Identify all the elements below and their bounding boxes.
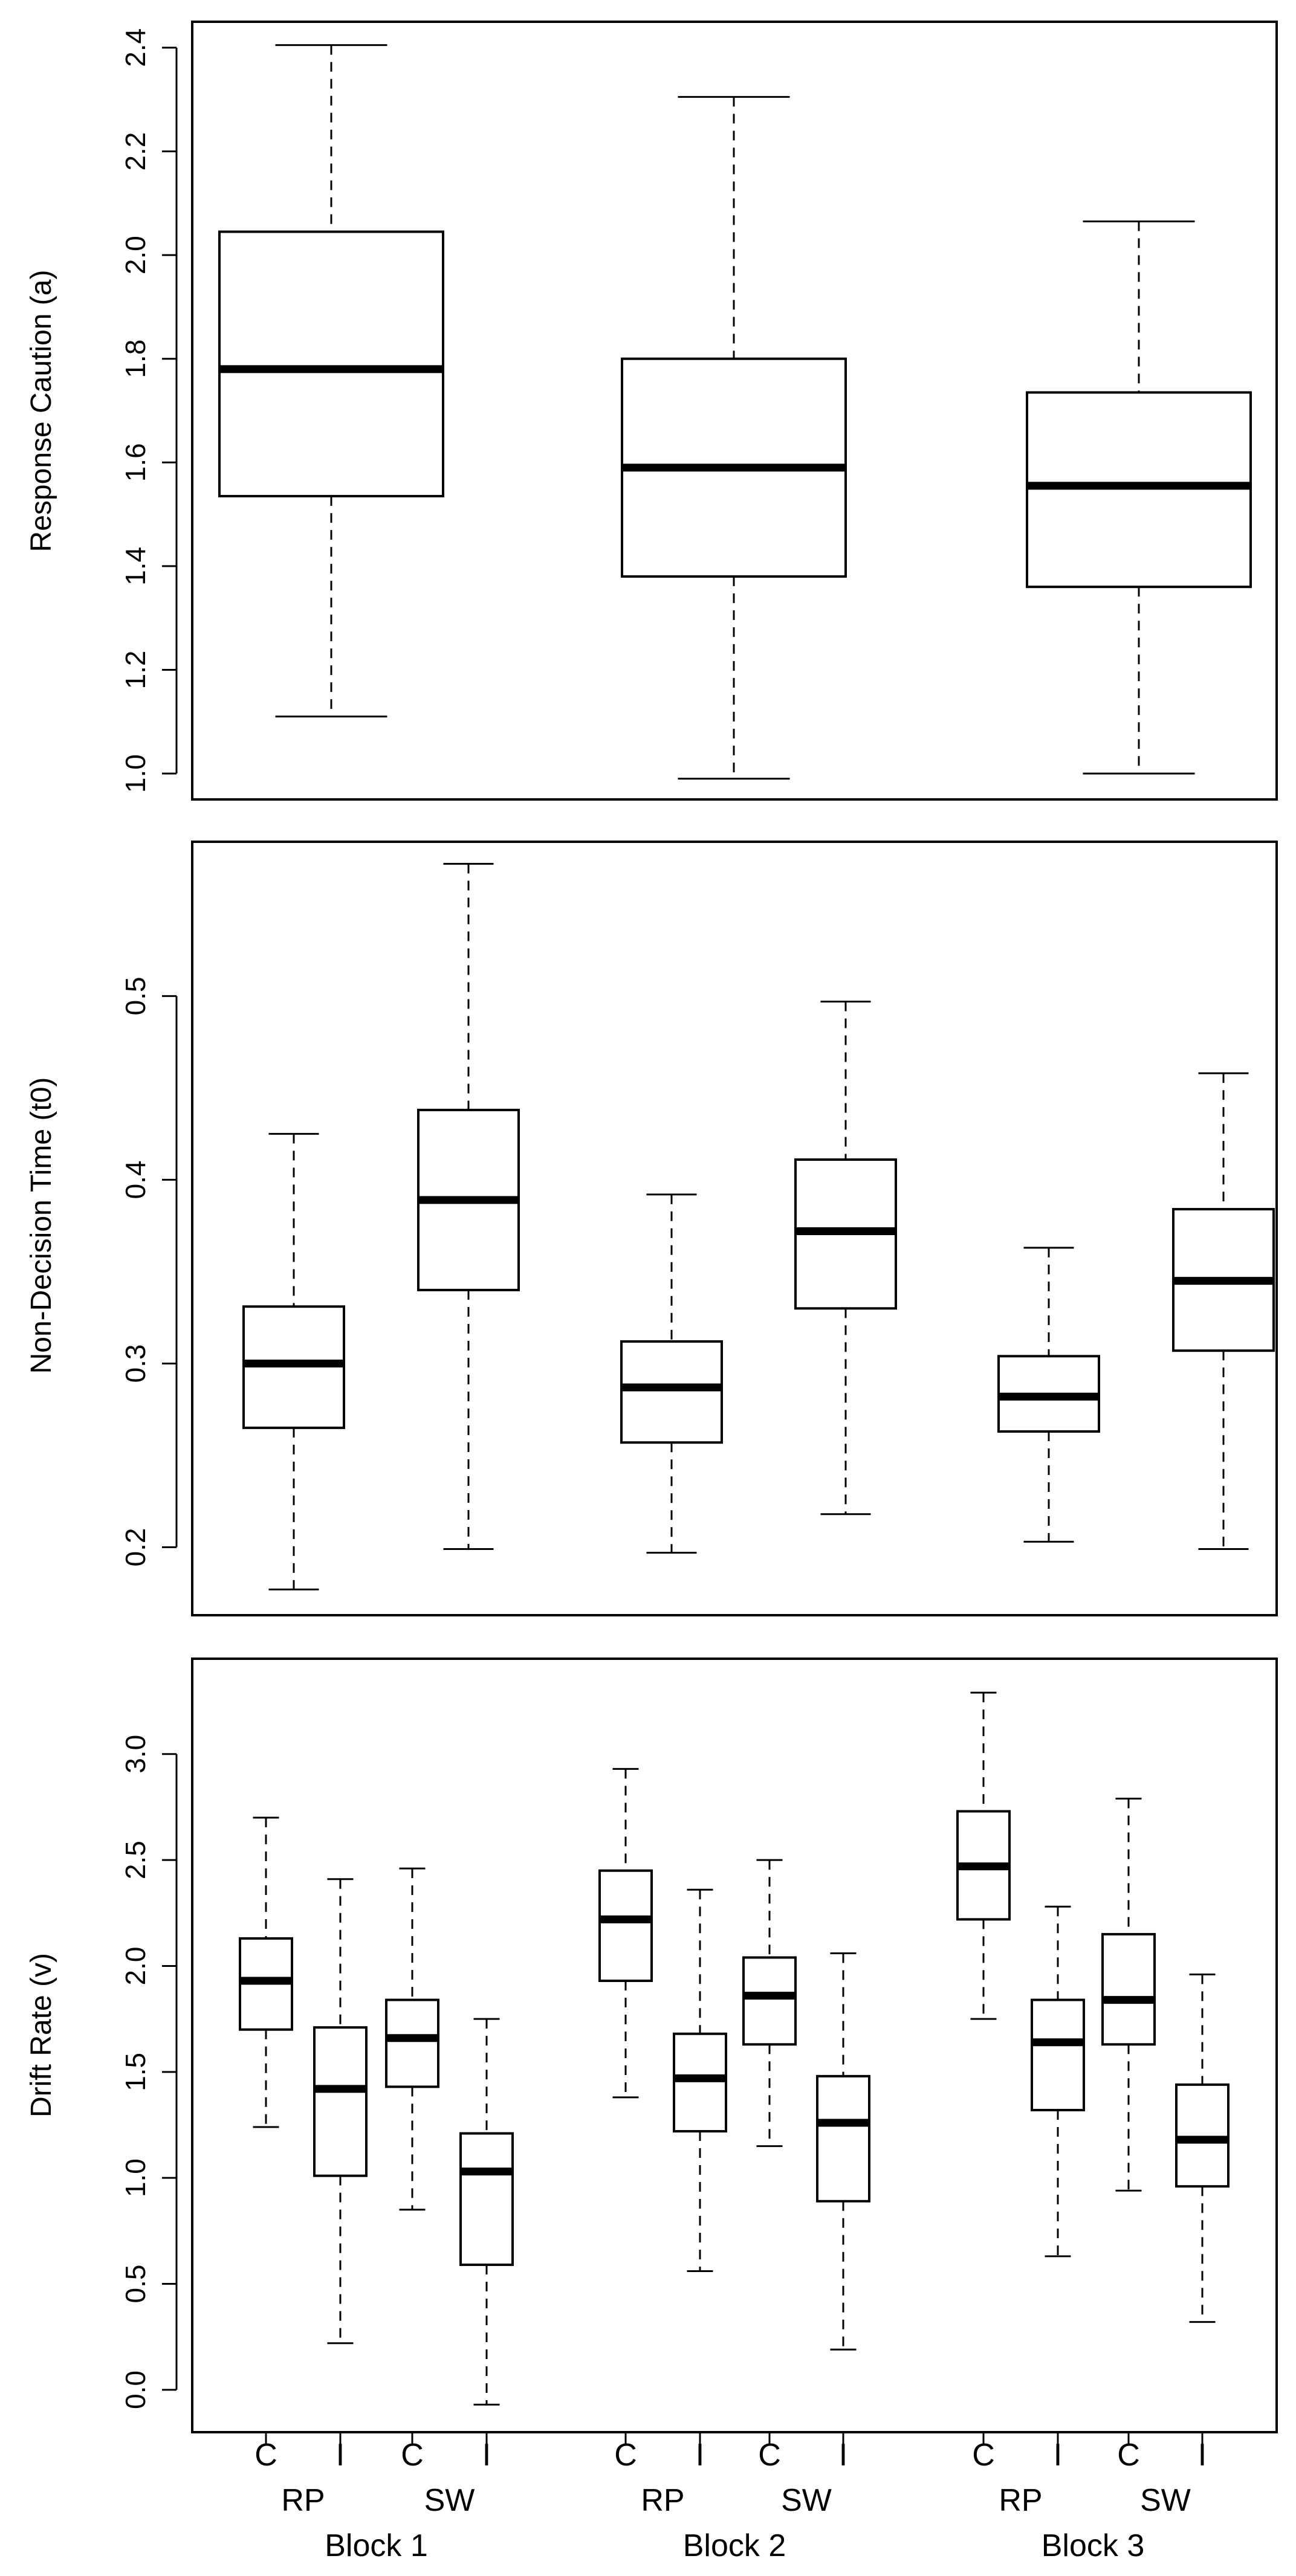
iqr-box — [1101, 1932, 1156, 2046]
x-item-label: I — [1198, 2438, 1207, 2473]
x-item-label: I — [839, 2438, 847, 2473]
iqr-box — [598, 1869, 653, 1983]
x-item-label: I — [482, 2438, 491, 2473]
marks-layer — [162, 21, 1278, 2445]
iqr-box — [313, 2026, 368, 2177]
y-tick-label: 0.0 — [120, 2371, 151, 2409]
x-block-label: Block 1 — [325, 2528, 428, 2563]
y-tick-label: 1.2 — [120, 651, 151, 689]
x-item-label: C — [1117, 2438, 1140, 2473]
x-item-label: I — [1054, 2438, 1062, 2473]
y-tick-label: 1.4 — [120, 547, 151, 586]
y-tick-label: 0.5 — [120, 976, 151, 1015]
y-tick-label: 2.4 — [120, 28, 151, 67]
y-tick-label: 0.3 — [120, 1344, 151, 1383]
x-condition-label: SW — [424, 2483, 475, 2518]
y-tick-label: 2.5 — [120, 1841, 151, 1879]
text-layer: Response Caution (a) Non-Decision Time (… — [25, 28, 1207, 2563]
x-condition-label: RP — [999, 2483, 1042, 2518]
iqr-box — [742, 1956, 797, 2046]
x-item-label: C — [972, 2438, 995, 2473]
y-tick-label: 2.0 — [120, 1947, 151, 1986]
iqr-box — [673, 2032, 727, 2133]
x-block-label: Block 3 — [1042, 2528, 1145, 2563]
x-condition-label: SW — [1140, 2483, 1191, 2518]
y-tick-label: 3.0 — [120, 1735, 151, 1774]
y-tick-label: 1.0 — [120, 2158, 151, 2197]
y-tick-label: 1.5 — [120, 2053, 151, 2091]
iqr-box — [816, 2074, 870, 2203]
x-condition-label: RP — [641, 2483, 684, 2518]
x-item-label: C — [614, 2438, 637, 2473]
panel-2-frame — [191, 841, 1278, 1616]
y-tick-label: 2.0 — [120, 236, 151, 274]
panel-1-frame — [191, 21, 1278, 801]
iqr-box — [1031, 1998, 1085, 2111]
x-condition-label: RP — [281, 2483, 325, 2518]
x-item-label: C — [401, 2438, 424, 2473]
y-tick-label: 0.4 — [120, 1160, 151, 1199]
iqr-box — [385, 1998, 439, 2088]
panel-3-y-axis-title: Drift Rate (v) — [25, 1953, 57, 2117]
panel-2-y-axis-title: Non-Decision Time (t0) — [25, 1077, 57, 1374]
y-tick-label: 1.0 — [120, 754, 151, 793]
x-item-label: I — [696, 2438, 704, 2473]
y-tick-label: 2.2 — [120, 132, 151, 171]
x-block-label: Block 2 — [683, 2528, 786, 2563]
x-item-label: I — [336, 2438, 345, 2473]
panel-1-y-axis-title: Response Caution (a) — [25, 270, 57, 552]
iqr-box — [1175, 2083, 1230, 2188]
x-item-label: C — [758, 2438, 781, 2473]
x-condition-label: SW — [781, 2483, 832, 2518]
y-tick-label: 1.6 — [120, 443, 151, 482]
iqr-box — [218, 230, 444, 498]
iqr-box — [459, 2132, 514, 2266]
y-tick-label: 0.2 — [120, 1528, 151, 1567]
x-item-label: C — [254, 2438, 277, 2473]
y-tick-label: 0.5 — [120, 2265, 151, 2303]
y-tick-label: 1.8 — [120, 340, 151, 378]
iqr-box — [620, 1340, 723, 1444]
